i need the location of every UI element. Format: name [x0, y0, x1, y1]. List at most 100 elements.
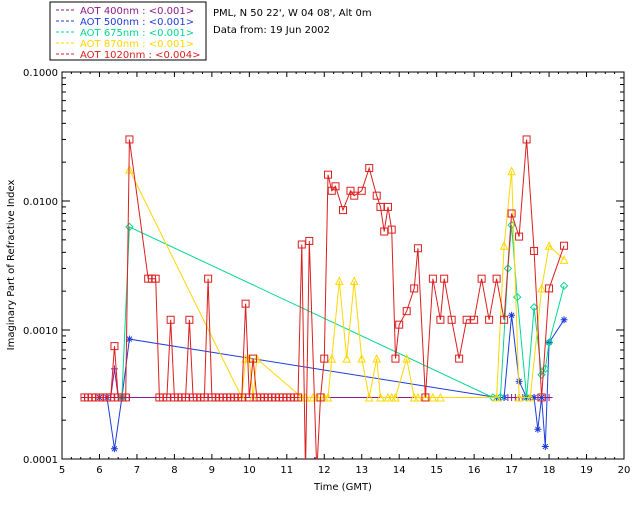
data-point-triangle — [349, 276, 359, 285]
data-point-square — [372, 191, 381, 200]
data-point-triangle — [544, 241, 554, 250]
data-point-square — [383, 202, 392, 211]
x-axis-label: Time (GMT) — [313, 482, 372, 493]
data-point-asterisk — [508, 311, 516, 319]
data-point-square — [316, 393, 325, 402]
data-point-diamond — [507, 220, 516, 230]
data-point-square — [421, 393, 430, 402]
data-point-square — [110, 342, 119, 351]
series-line — [128, 169, 565, 400]
x-tick-label: 16 — [468, 465, 481, 476]
data-point-square — [324, 170, 333, 179]
x-tick-label: 10 — [243, 465, 256, 476]
site-info: PML, N 50 22', W 04 08', Alt 0m — [213, 8, 372, 19]
data-point-plus — [110, 365, 118, 373]
data-point-square — [339, 206, 347, 215]
data-point-square — [545, 284, 554, 293]
data-point-square — [387, 225, 396, 234]
legend-entry: AOT 870nm : <0.001> — [80, 39, 194, 50]
data-point-triangle — [537, 283, 546, 293]
data-point-square — [402, 307, 411, 316]
data-point-square — [500, 315, 509, 324]
data-point-square — [560, 241, 569, 250]
data-point-triangle — [342, 353, 352, 363]
data-point-square — [522, 135, 531, 144]
data-point-square — [440, 274, 449, 283]
data-point-triangle — [559, 255, 569, 264]
data-point-square — [357, 186, 366, 195]
data-point-triangle — [364, 392, 374, 402]
data-point-square — [166, 315, 175, 324]
data-point-square — [428, 274, 437, 283]
data-point-square — [515, 232, 524, 241]
x-tick-label: 15 — [430, 465, 443, 476]
x-tick-label: 12 — [318, 465, 331, 476]
data-point-square — [121, 393, 130, 402]
data-point-diamond — [544, 338, 554, 347]
data-point-square — [507, 209, 516, 218]
data-point-diamond — [559, 281, 569, 291]
legend: AOT 400nm : <0.001>AOT 500nm : <0.001> AO… — [56, 6, 200, 61]
data-point-asterisk — [125, 335, 133, 343]
legend-entry: AOT 400nm : <0.001> — [80, 6, 194, 17]
x-tick-label: 7 — [134, 465, 140, 476]
x-tick-label: 18 — [543, 465, 556, 476]
y-axis-label: Imaginary Part of Refractive Index — [6, 180, 17, 351]
data-point-triangle — [514, 392, 524, 402]
data-point-square — [241, 299, 250, 308]
y-tick-label: 0.0010 — [23, 326, 58, 337]
data-point-diamond — [513, 292, 522, 302]
series-1 — [95, 311, 568, 453]
data-point-diamond — [541, 364, 550, 374]
data-point-square — [365, 164, 374, 173]
data-point-triangle — [413, 392, 423, 402]
series-line — [99, 315, 565, 449]
x-tick-label: 19 — [580, 465, 593, 476]
data-point-triangle — [301, 392, 310, 402]
data-point-triangle — [499, 241, 509, 250]
data-point-square — [320, 354, 329, 363]
data-point-diamond — [529, 303, 539, 312]
data-point-asterisk — [110, 445, 118, 453]
data-point-square — [477, 274, 486, 283]
data-point-triangle — [327, 353, 337, 363]
y-tick-label: 0.1000 — [23, 68, 58, 79]
legend-entry: AOT 1020nm : <0.004> — [80, 50, 200, 61]
data-point-square — [413, 244, 422, 253]
x-tick-label: 11 — [280, 465, 293, 476]
data-point-square — [151, 274, 160, 283]
data-point-triangle — [357, 353, 367, 363]
data-point-triangle — [402, 353, 412, 363]
x-tick-label: 17 — [505, 465, 518, 476]
data-point-square — [305, 236, 314, 245]
x-tick-label: 9 — [209, 465, 215, 476]
series-layer — [80, 135, 569, 459]
data-point-triangle — [125, 165, 134, 174]
data-point-square — [391, 354, 400, 363]
data-point-square — [331, 182, 340, 191]
data-point-diamond — [125, 222, 134, 232]
data-point-asterisk — [515, 377, 523, 385]
data-point-square — [185, 315, 194, 324]
legend-entry: AOT 500nm : <0.001> — [80, 17, 194, 28]
data-point-square — [537, 393, 546, 402]
data-point-triangle — [492, 392, 501, 402]
data-point-square — [470, 315, 479, 324]
x-tick-label: 8 — [171, 465, 177, 476]
data-point-triangle — [526, 392, 535, 402]
data-point-diamond — [537, 370, 546, 379]
data-point-triangle — [376, 392, 385, 402]
data-point-asterisk — [534, 425, 542, 433]
series-4 — [80, 135, 569, 459]
data-point-square — [410, 284, 419, 293]
data-point-asterisk — [541, 442, 549, 450]
data-point-triangle — [372, 353, 382, 363]
data-point-square — [294, 393, 303, 402]
data-point-triangle — [436, 392, 445, 402]
x-tick-label: 14 — [393, 465, 406, 476]
x-tick-label: 5 — [59, 465, 65, 476]
data-point-square — [492, 274, 501, 283]
data-point-square — [125, 135, 134, 144]
data-point-square — [350, 191, 359, 200]
